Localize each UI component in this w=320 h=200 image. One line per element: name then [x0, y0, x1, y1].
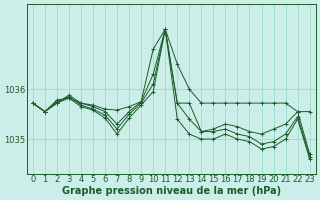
- X-axis label: Graphe pression niveau de la mer (hPa): Graphe pression niveau de la mer (hPa): [62, 186, 281, 196]
